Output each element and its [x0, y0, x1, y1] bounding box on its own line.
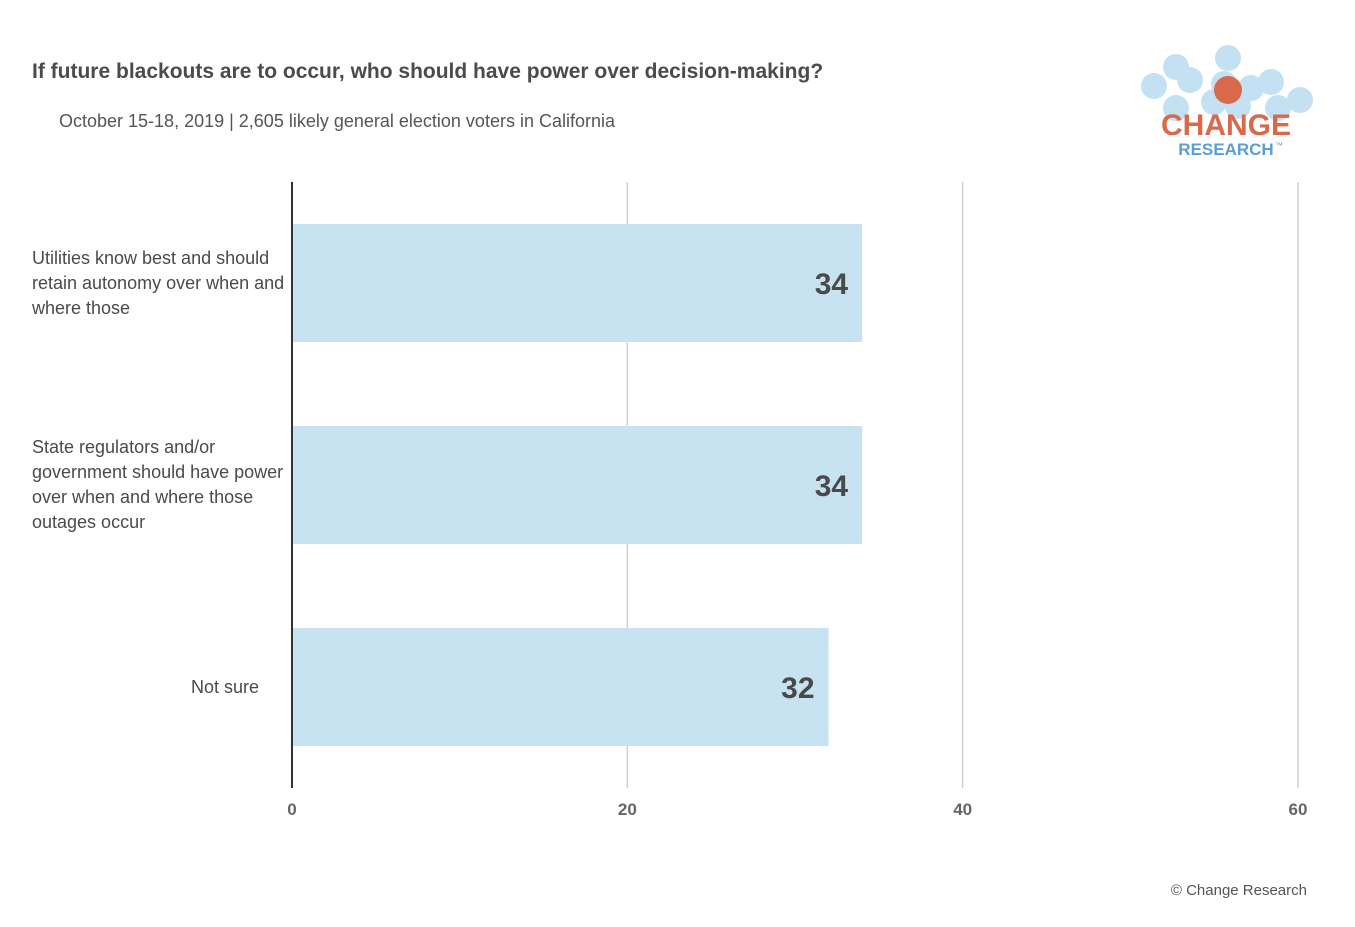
copyright-footer: © Change Research	[1170, 882, 1307, 899]
logo-trademark: ™	[1275, 141, 1283, 150]
bars	[293, 224, 863, 746]
value-label-1: 34	[815, 470, 849, 503]
x-tick-label-40: 40	[953, 800, 972, 819]
logo-dot	[1214, 76, 1242, 104]
category-label-0: Utilities know best and should retain au…	[32, 247, 285, 318]
x-tick-label-20: 20	[618, 800, 637, 819]
logo-text-bottom: RESEARCH	[1178, 140, 1273, 159]
chart-subtitle: October 15-18, 2019 | 2,605 likely gener…	[59, 111, 615, 131]
x-tick-label-0: 0	[287, 800, 296, 819]
x-tick-label-60: 60	[1289, 800, 1308, 819]
x-tick-labels: 0 20 40 60	[287, 800, 1307, 819]
value-label-2: 32	[781, 672, 814, 705]
bar-2	[293, 628, 829, 746]
change-research-logo: CHANGE RESEARCH ™	[1141, 45, 1313, 159]
category-label-1: State regulators and/or government shoul…	[32, 437, 284, 532]
value-label-0: 34	[815, 268, 849, 301]
bar-0	[293, 224, 863, 342]
chart-title: If future blackouts are to occur, who sh…	[32, 60, 824, 83]
logo-text-top: CHANGE	[1161, 109, 1291, 142]
bar-1	[293, 426, 863, 544]
category-label-2: Not sure	[190, 676, 259, 697]
value-labels: 34 34 32	[781, 268, 848, 705]
